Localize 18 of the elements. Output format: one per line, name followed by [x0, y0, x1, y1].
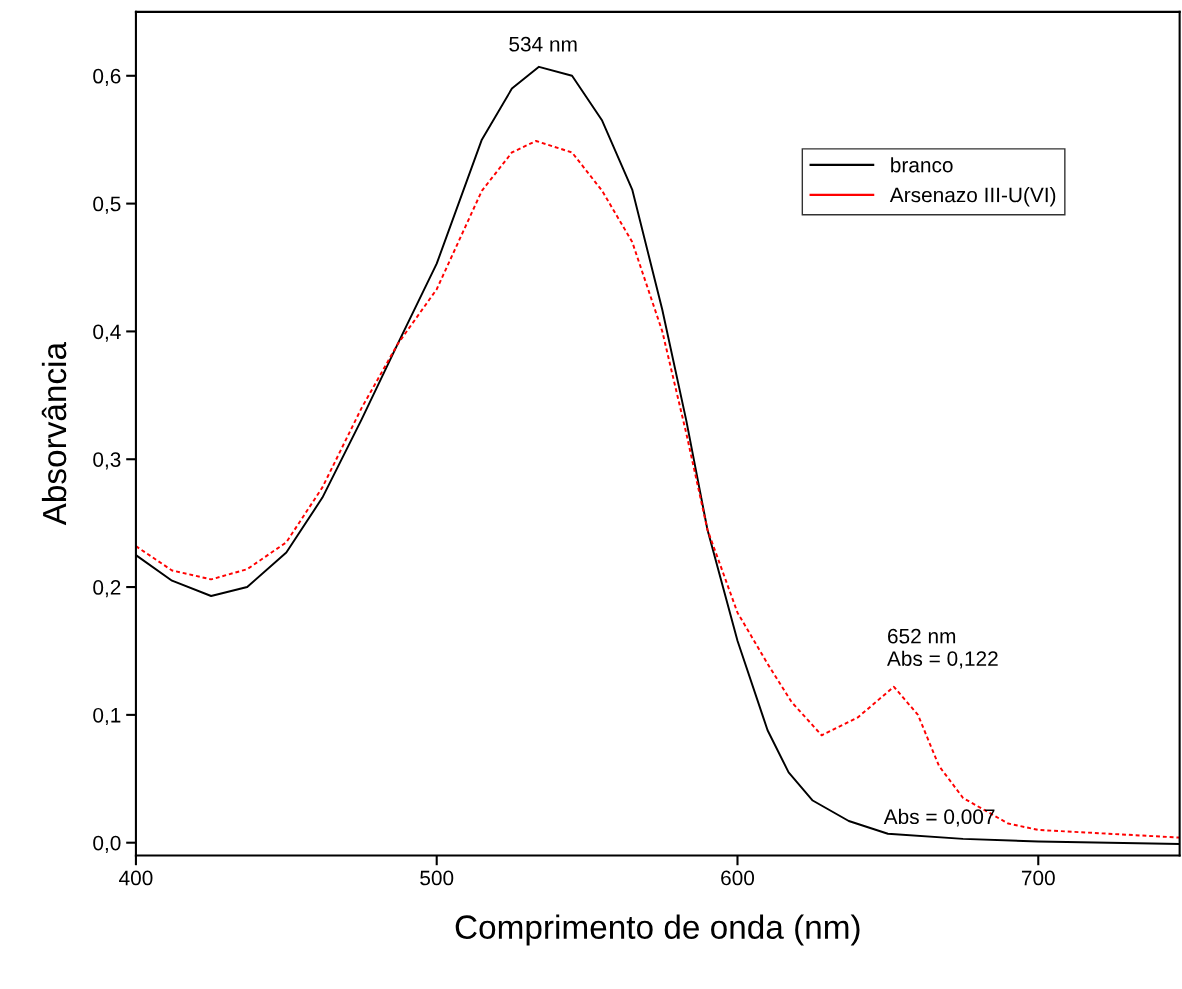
x-tick-label: 500 — [420, 870, 454, 886]
legend-label: Arsenazo III-U(VI) — [889, 187, 1056, 207]
y-tick-label: 0,1 — [93, 707, 121, 726]
y-axis-title: Absorvância — [41, 341, 67, 526]
y-tick-label: 0,6 — [93, 68, 121, 86]
x-tick-label: 600 — [721, 870, 755, 886]
x-tick-label: 400 — [119, 870, 153, 886]
y-tick-label: 0,0 — [93, 835, 121, 853]
annotation: Abs = 0,007 — [883, 808, 995, 827]
y-tick-label: 0,5 — [93, 196, 121, 214]
y-tick-label: 0,4 — [93, 324, 121, 342]
legend-label: branco — [891, 157, 953, 173]
x-tick-label: 700 — [1021, 870, 1055, 886]
annotation: 652 nm Abs = 0,122 — [886, 628, 998, 669]
y-tick-label: 0,3 — [93, 452, 121, 470]
x-axis-title: Comprimento de onda (nm) — [455, 914, 860, 946]
annotation: 534 nm — [509, 36, 577, 52]
y-tick-label: 0,2 — [93, 580, 121, 598]
